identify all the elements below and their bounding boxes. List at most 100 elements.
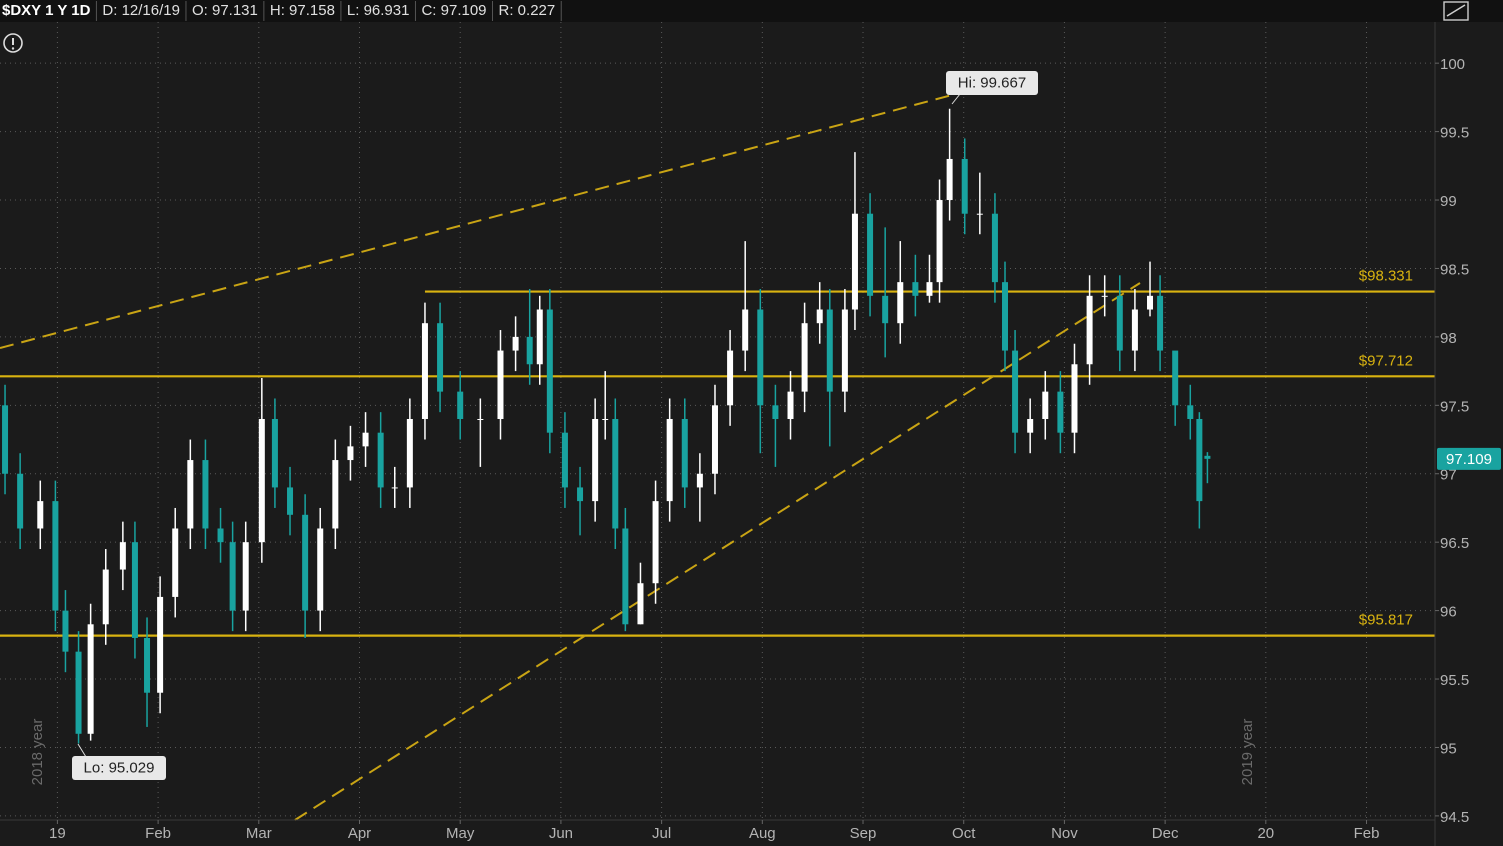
y-tick-label: 99 [1440,193,1457,210]
candle-body [867,213,874,296]
candle-body [602,419,609,420]
candle-body [217,528,224,543]
tool-icon[interactable] [1443,1,1469,21]
header-item: L: 96.931 [347,2,410,19]
x-tick-label: Jul [652,825,671,842]
candle-body [612,419,619,529]
candle-body [271,419,278,488]
candle-body [912,282,919,296]
candles [2,108,1211,744]
candle-body [1086,295,1093,365]
candle-body [1027,419,1034,433]
callout-box [72,756,166,780]
x-tick-label: Aug [749,825,776,842]
candle-body [347,446,354,461]
candle-body [1196,419,1203,502]
candle-body [302,514,309,611]
candle-body [1116,295,1123,351]
header-item: H: 97.158 [270,2,335,19]
y-tick-label: 98 [1440,330,1457,347]
candle-body [772,405,779,419]
hi-label: Hi: 99.667 [958,74,1026,91]
candle-body [851,213,858,310]
year-label: 2018 year [29,719,46,786]
year-label: 2019 year [1239,719,1256,786]
candle-body [187,460,194,529]
x-tick-label: Sep [850,825,877,842]
y-tick-label: 96.5 [1440,535,1469,552]
candle-body [826,309,833,392]
candle-body [622,528,629,625]
candle-body [742,309,749,351]
candle-body [37,501,44,529]
candle-body [17,473,24,529]
candle-body [497,350,504,419]
candle-body [258,419,265,543]
candle-body [1131,309,1138,351]
candle-body [1147,295,1154,310]
candle-body [652,501,659,584]
x-tick-label: Dec [1152,825,1179,842]
header-item: R: 0.227 [499,2,556,19]
candle-body [75,651,82,734]
x-tick-label: Feb [145,825,171,842]
candle-body [637,583,644,625]
x-tick-label: Oct [952,825,976,842]
y-tick-label: 94.5 [1440,809,1469,826]
candle-body [119,542,126,570]
candle-body [681,419,688,488]
tool-icon-line [1446,4,1466,17]
candle-body [1172,350,1179,406]
candle-body [536,309,543,365]
candle-body [1071,364,1078,433]
y-tick-label: 96 [1440,604,1457,621]
candle-body [87,624,94,734]
candle-body [457,391,464,419]
candle-body [592,419,599,502]
header: $DXY 1 Y 1D D: 12/16/19 O: 97.131 H: 97.158… [2,1,562,21]
candle-body [172,528,179,597]
callout-pointer [951,93,961,105]
tool-icon-frame [1443,1,1469,21]
candle-body [229,542,236,611]
candle-body [157,596,164,693]
candle-body [546,309,553,433]
candle-body [317,528,324,611]
header-item: O: 97.131 [192,2,258,19]
candle-body [841,309,848,392]
y-tick-label: 97.5 [1440,398,1469,415]
candle-body [1101,295,1108,297]
info-icon-dot [11,47,15,50]
y-tick-label: 95.5 [1440,672,1469,689]
candle-body [1157,295,1164,351]
candle-body [52,501,59,611]
candle-body [131,542,138,638]
y-tick-label: 95 [1440,740,1457,757]
candle-body [526,336,533,365]
candle-body [242,542,249,611]
level-label: $98.331 [1359,268,1413,285]
y-tick-label: 98.5 [1440,261,1469,278]
level-label: $97.712 [1359,352,1413,369]
axes: 94.5 95 95.5 96 96.5 97 97.5 98 98.5 99 99.5 100 19 F… [49,56,1501,842]
candle-body [711,405,718,474]
candle-body [2,405,9,474]
candle-body [561,432,568,488]
x-tick-label: 20 [1257,825,1274,842]
header-item: $DXY 1 Y 1D [2,2,91,19]
candle-body [332,460,339,529]
candle-body [512,336,519,351]
candle-body [377,432,384,488]
x-tick-label: Mar [246,825,272,842]
candle-body [991,213,998,283]
x-tick-label: Apr [348,825,371,842]
y-tick-label: 100 [1440,56,1465,73]
info-icon[interactable] [3,33,23,53]
y-tick-label: 97 [1440,467,1457,484]
candle-body [1012,350,1019,433]
last-price-label: 97.109 [1446,451,1492,468]
candle-body [406,419,413,488]
candle-body [1042,391,1049,419]
